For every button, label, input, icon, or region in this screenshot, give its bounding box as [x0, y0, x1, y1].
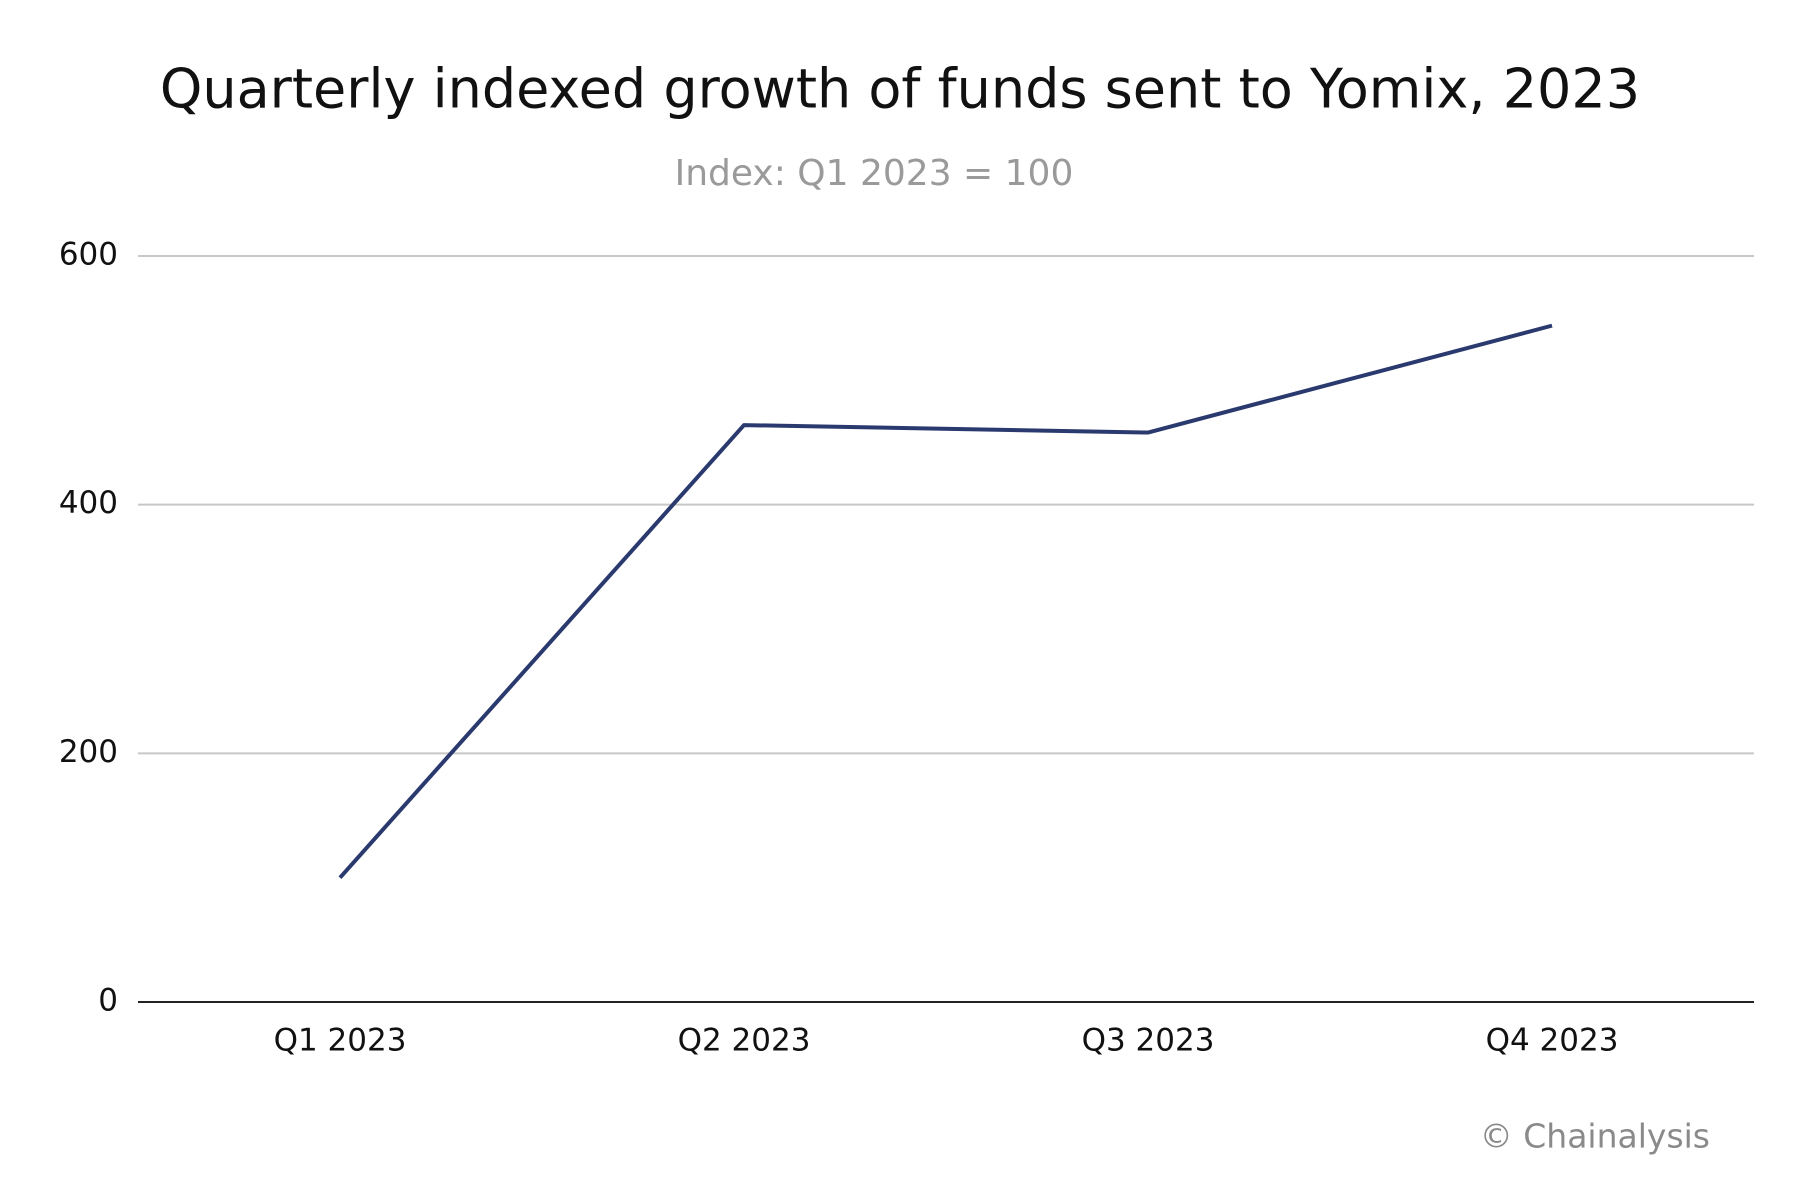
- x-tick-label: Q2 2023: [678, 1023, 811, 1059]
- y-tick-label: 200: [59, 734, 118, 770]
- source-note: © Chainalysis: [1480, 1117, 1710, 1156]
- data-line: [338, 323, 1553, 879]
- y-tick-label: 0: [98, 983, 118, 1019]
- x-tick-label: Q1 2023: [274, 1023, 407, 1059]
- chart-title: Quarterly indexed growth of funds sent t…: [160, 58, 1640, 121]
- x-tick-label: Q4 2023: [1486, 1023, 1619, 1059]
- y-tick-label: 600: [59, 237, 118, 273]
- chart-subtitle: Index: Q1 2023 = 100: [675, 153, 1074, 194]
- x-tick-label: Q3 2023: [1082, 1023, 1215, 1059]
- y-tick-label: 400: [59, 485, 118, 521]
